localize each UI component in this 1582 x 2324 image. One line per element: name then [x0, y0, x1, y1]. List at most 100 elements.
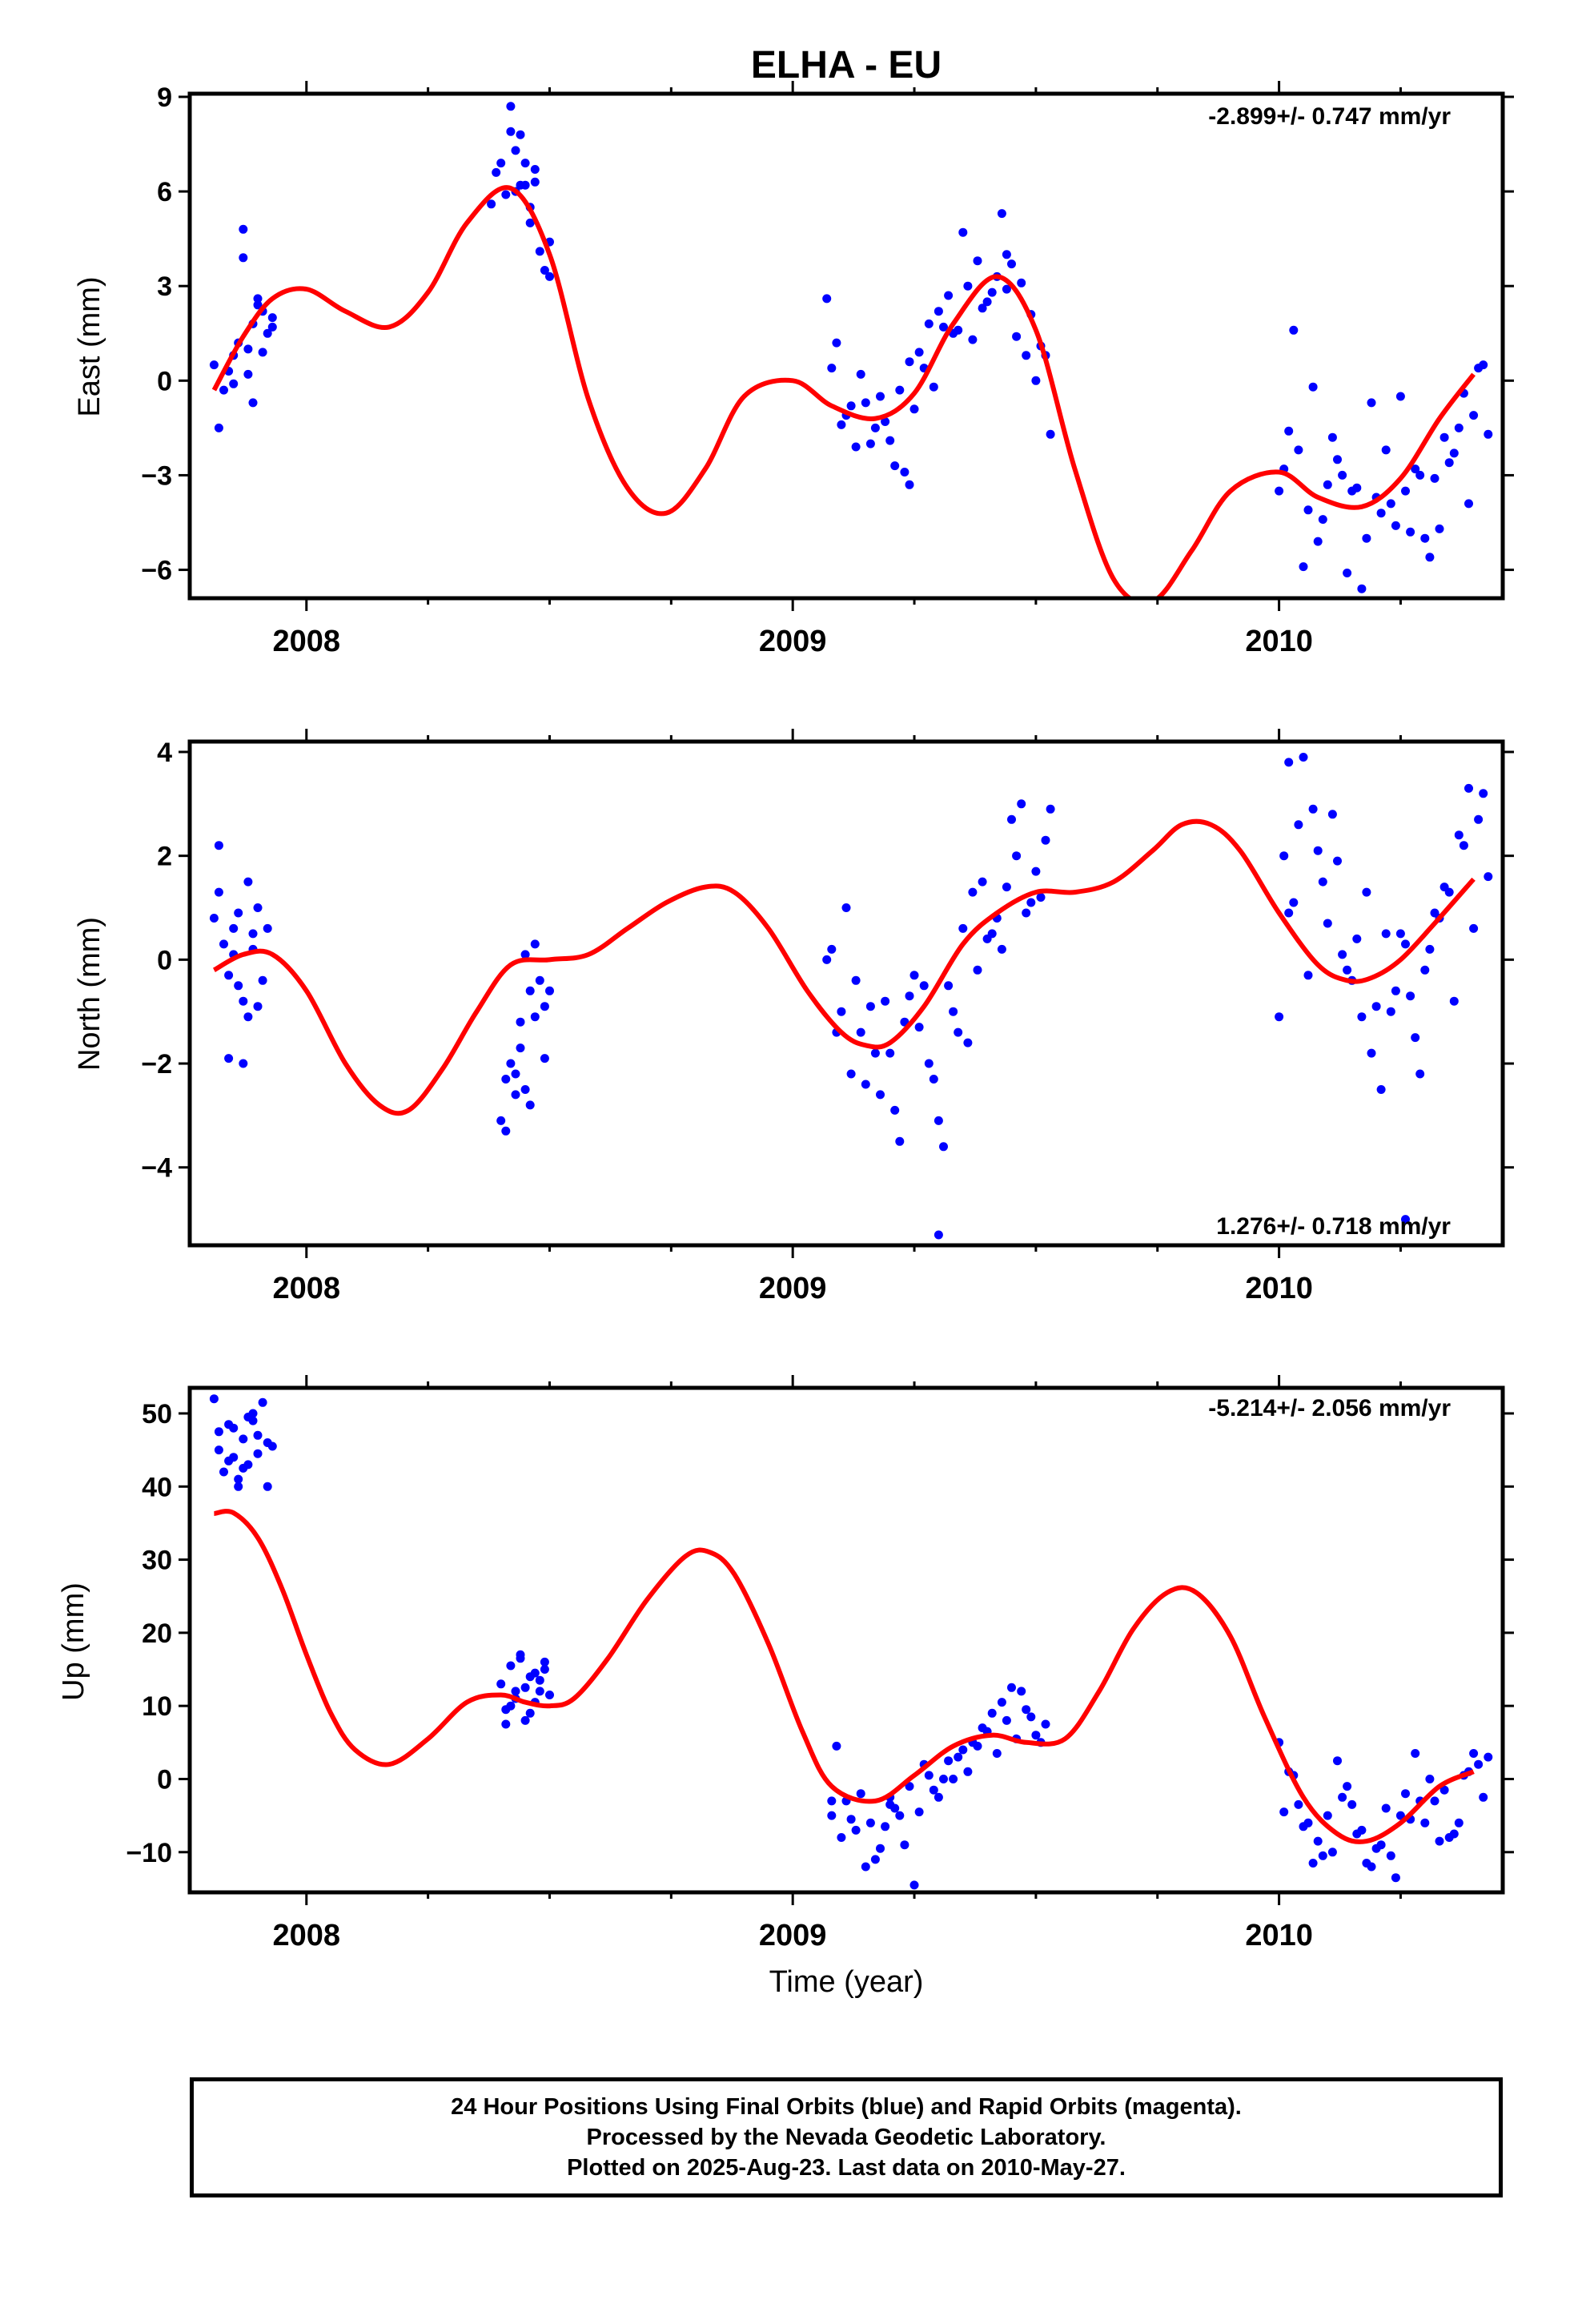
- north-data-point: [1449, 996, 1459, 1006]
- north-x-tick-label: 2008: [273, 1272, 341, 1305]
- east-data-point: [501, 190, 511, 199]
- up-y-tick-label: 40: [142, 1472, 172, 1502]
- up-data-point: [1323, 1811, 1332, 1820]
- up-data-point: [258, 1397, 267, 1407]
- east-data-point: [1347, 486, 1357, 496]
- north-data-point: [1303, 971, 1313, 980]
- east-y-tick-label: −3: [141, 460, 172, 491]
- east-data-point: [267, 313, 277, 323]
- north-data-point: [1002, 883, 1011, 892]
- up-data-point: [924, 1771, 934, 1780]
- up-data-point: [876, 1844, 885, 1853]
- up-y-tick-label: −10: [126, 1838, 172, 1868]
- up-y-tick-label: 50: [142, 1399, 172, 1429]
- north-data-point: [1352, 934, 1362, 943]
- east-data-point: [1022, 351, 1031, 360]
- north-data-point: [511, 1069, 520, 1079]
- north-data-point: [1469, 923, 1479, 933]
- north-data-point: [1362, 887, 1371, 897]
- east-data-point: [229, 379, 239, 388]
- east-data-point: [248, 398, 258, 408]
- east-model-curve: [211, 185, 1476, 598]
- north-data-point: [525, 1100, 535, 1110]
- north-data-point: [987, 929, 997, 939]
- east-data-point: [890, 461, 900, 471]
- north-data-point: [861, 1080, 870, 1089]
- up-data-point: [900, 1840, 909, 1850]
- north-data-point: [243, 877, 253, 887]
- east-data-point: [987, 287, 997, 297]
- up-data-point: [1299, 1822, 1308, 1831]
- up-data-point: [234, 1482, 243, 1491]
- up-data-point: [1479, 1792, 1488, 1802]
- north-data-point: [540, 1054, 549, 1063]
- east-data-point: [1376, 509, 1386, 518]
- up-data-point: [1338, 1792, 1347, 1802]
- up-data-point: [992, 1749, 1002, 1758]
- north-data-point: [243, 1012, 253, 1022]
- east-data-point: [827, 364, 837, 373]
- north-data-point: [239, 996, 248, 1006]
- north-data-point: [841, 903, 851, 912]
- east-data-point: [1303, 505, 1313, 515]
- up-data-point: [263, 1438, 272, 1447]
- up-data-point: [253, 1449, 263, 1458]
- north-data-point: [1420, 965, 1430, 975]
- east-data-point: [944, 291, 954, 300]
- up-data-point: [530, 1668, 540, 1678]
- up-data-point: [909, 1880, 919, 1890]
- east-data-point: [1017, 278, 1026, 287]
- up-x-tick-label: 2008: [273, 1919, 341, 1952]
- north-data-point: [934, 1230, 943, 1240]
- up-plot-area: [209, 1394, 1493, 1890]
- up-data-point: [890, 1803, 900, 1813]
- east-data-point: [535, 247, 544, 256]
- north-data-point: [1012, 851, 1022, 861]
- north-data-point: [1444, 887, 1454, 897]
- up-data-point: [229, 1423, 239, 1433]
- east-data-point: [1012, 332, 1022, 341]
- north-data-point: [1036, 893, 1046, 902]
- up-data-point: [1425, 1775, 1435, 1783]
- up-data-point: [1313, 1836, 1323, 1846]
- up-data-point: [540, 1657, 549, 1667]
- up-data-point: [929, 1785, 938, 1795]
- north-data-point: [890, 1105, 900, 1115]
- north-y-tick-label: −4: [141, 1153, 172, 1184]
- north-data-point: [1357, 1012, 1367, 1022]
- east-data-point: [530, 177, 540, 187]
- north-data-point: [1323, 919, 1332, 928]
- up-data-point: [914, 1807, 924, 1817]
- east-data-point: [545, 271, 554, 281]
- up-data-point: [1444, 1833, 1454, 1842]
- up-data-point: [219, 1467, 228, 1477]
- up-data-point: [1381, 1803, 1391, 1813]
- north-data-point: [1459, 841, 1468, 850]
- north-data-point: [856, 1027, 865, 1037]
- east-data-point: [1031, 376, 1041, 385]
- north-marks: −4 −2 0 2 4 2008 2009 2010: [141, 729, 1514, 1305]
- up-data-point: [1318, 1851, 1327, 1860]
- up-data-point: [870, 1855, 880, 1864]
- east-data-point: [909, 404, 919, 414]
- north-data-point: [1338, 950, 1347, 959]
- east-data-point: [1401, 486, 1410, 496]
- east-rate-label: -2.899+/- 0.747 mm/yr: [1208, 103, 1451, 130]
- up-data-point: [1343, 1782, 1352, 1791]
- east-data-point: [506, 127, 516, 136]
- footer-line-1: 24 Hour Positions Using Final Orbits (bl…: [451, 2094, 1242, 2120]
- north-data-point: [501, 1126, 511, 1136]
- up-data-point: [987, 1708, 997, 1718]
- panel-north: −4 −2 0 2 4 2008 2009 2010 1.276+/- 0.718 mm/yr…: [73, 729, 1514, 1305]
- east-data-point: [1284, 426, 1294, 436]
- up-y-tick-label: 20: [142, 1618, 172, 1649]
- x-axis-label: Time (year): [769, 1965, 924, 1999]
- east-data-point: [492, 167, 501, 177]
- east-data-point: [1318, 515, 1327, 525]
- north-data-point: [1333, 856, 1342, 866]
- north-data-point: [846, 1069, 856, 1079]
- east-data-point: [1395, 392, 1405, 401]
- east-data-point: [1464, 499, 1473, 509]
- up-x-tick-label: 2009: [759, 1919, 827, 1952]
- north-data-point: [540, 1002, 549, 1011]
